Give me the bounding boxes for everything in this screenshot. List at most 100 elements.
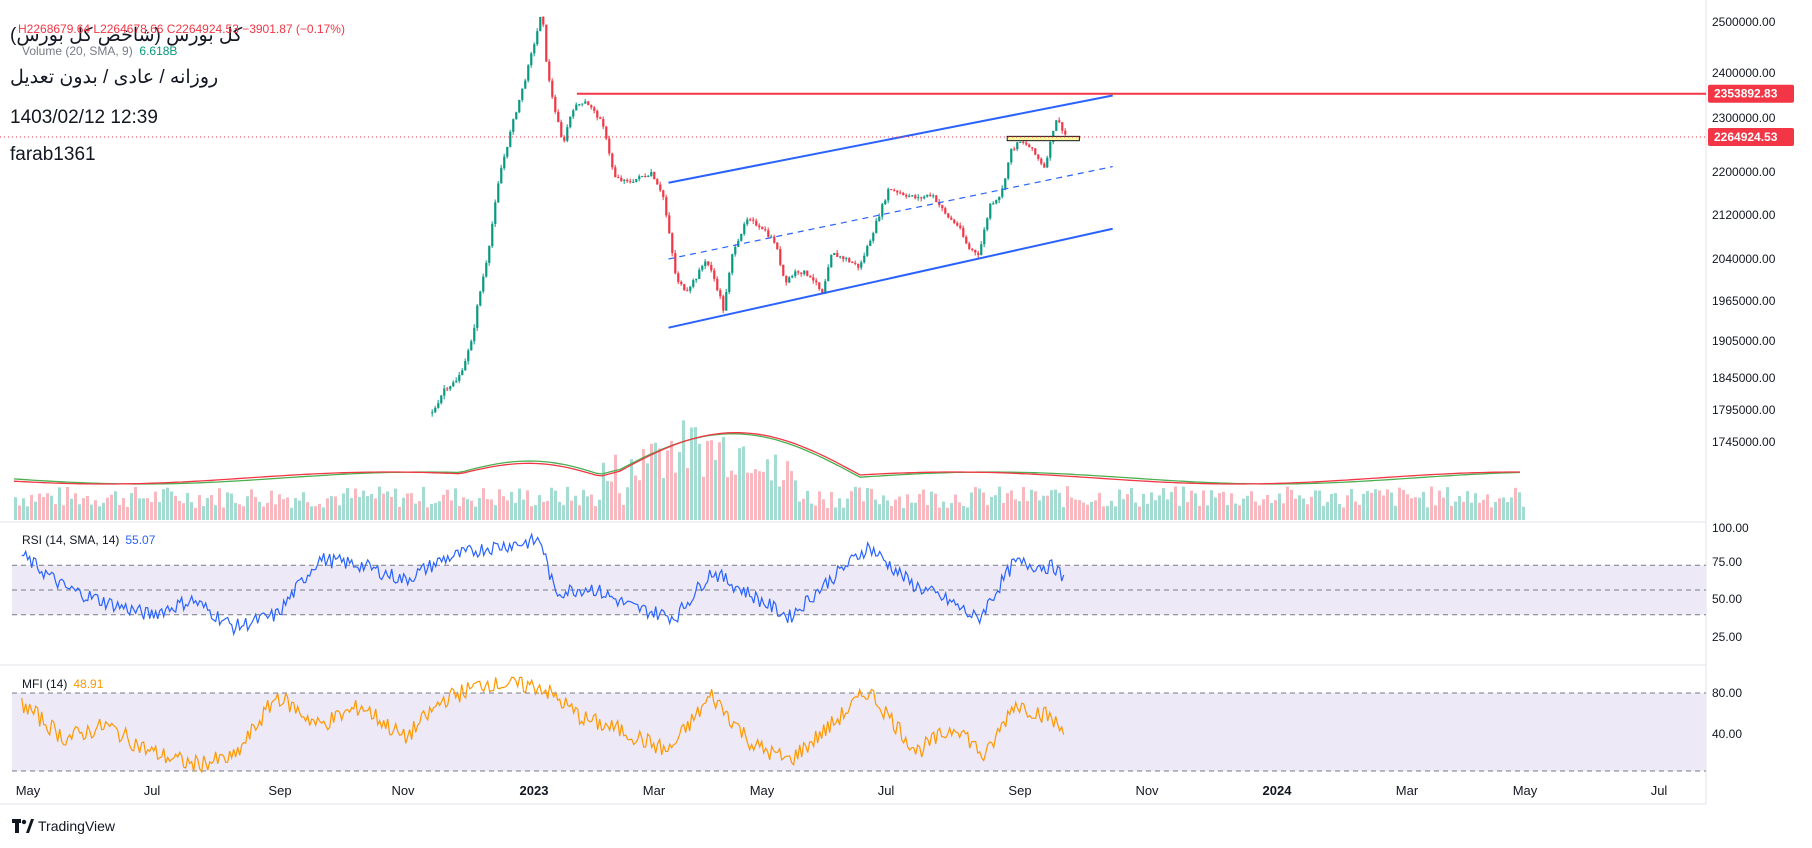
volume-bar	[26, 506, 29, 520]
candle-body	[731, 254, 734, 273]
volume-bar	[302, 492, 305, 520]
candle-body	[629, 181, 632, 183]
volume-bar	[478, 497, 481, 520]
volume-bar	[842, 507, 845, 520]
volume-bar	[838, 498, 841, 520]
volume-bar	[226, 492, 229, 520]
volume-bar	[650, 443, 653, 520]
volume-bar	[830, 492, 833, 520]
volume-bar	[94, 500, 97, 520]
candle-body	[644, 176, 647, 178]
volume-bar	[1226, 505, 1229, 520]
volume-bar	[1330, 493, 1333, 520]
candle-body	[614, 167, 617, 178]
volume-bar	[1242, 498, 1245, 520]
volume-bar	[1182, 486, 1185, 520]
volume-bar	[1334, 493, 1337, 520]
volume-bar	[1266, 494, 1269, 520]
price-tick-label: 2500000.00	[1712, 15, 1776, 29]
volume-bar	[598, 499, 601, 520]
volume-bar	[410, 493, 413, 520]
volume-bar	[582, 489, 585, 520]
volume-bar	[1162, 488, 1165, 520]
price-tick-label: 1845000.00	[1712, 371, 1776, 385]
volume-bar	[778, 486, 781, 520]
volume-bar	[826, 507, 829, 520]
candle-body	[872, 233, 875, 241]
rsi-legend: RSI (14, SMA, 14) 55.07	[22, 533, 155, 547]
candle-body	[692, 280, 695, 287]
volume-bar	[250, 489, 253, 520]
volume-bar	[30, 495, 33, 520]
candle-body	[695, 279, 698, 281]
volume-bar	[662, 477, 665, 520]
volume-bar	[518, 488, 521, 520]
candle-body	[509, 131, 512, 147]
volume-bar	[1102, 506, 1105, 520]
volume-bar	[1010, 490, 1013, 520]
candle-body	[1046, 157, 1049, 168]
candle-body	[1004, 178, 1007, 189]
candle-body	[785, 275, 788, 283]
volume-bar	[834, 507, 837, 520]
volume-bar	[1054, 489, 1057, 520]
volume-bar	[998, 486, 1001, 520]
volume-bar	[1142, 493, 1145, 520]
volume-bar	[274, 504, 277, 520]
volume-bar	[186, 492, 189, 520]
volume-bar	[1358, 504, 1361, 520]
volume-bar	[366, 496, 369, 520]
volume-bar	[1286, 486, 1289, 520]
volume-bar	[362, 490, 365, 520]
time-tick-label: Nov	[391, 783, 415, 798]
volume-bar	[978, 488, 981, 520]
candle-body	[449, 386, 452, 390]
volume-bar	[390, 496, 393, 520]
candle-body	[599, 117, 602, 120]
volume-bar	[1462, 501, 1465, 520]
volume-bar	[746, 472, 749, 520]
volume-bar	[178, 500, 181, 520]
volume-bar	[714, 460, 717, 520]
volume-bar	[870, 488, 873, 520]
candle-body	[797, 271, 800, 273]
volume-bar	[202, 506, 205, 520]
candle-body	[956, 223, 959, 226]
volume-bar	[1366, 491, 1369, 520]
volume-bar	[1522, 506, 1525, 520]
candle-body	[821, 289, 824, 294]
volume-bar	[742, 446, 745, 520]
volume-bar	[766, 459, 769, 520]
volume-bar	[606, 481, 609, 520]
volume-bar	[1118, 489, 1121, 520]
mfi-label: MFI (14)	[22, 677, 68, 691]
volume-bar	[1018, 501, 1021, 520]
candle-body	[881, 204, 884, 217]
volume-bar	[1078, 500, 1081, 520]
candle-body	[989, 203, 992, 219]
candle-body	[1007, 162, 1010, 179]
candle-body	[527, 65, 530, 81]
candle-body	[914, 195, 917, 199]
volume-bar	[162, 489, 165, 520]
volume-bar	[1270, 502, 1273, 520]
volume-bar	[818, 491, 821, 520]
volume-bar	[862, 501, 865, 520]
tradingview-logo[interactable]: TradingView	[12, 818, 115, 834]
price-tick-label: 2120000.00	[1712, 208, 1776, 222]
candle-body	[608, 138, 611, 154]
candle-body	[485, 262, 488, 277]
volume-bar	[214, 505, 217, 520]
volume-bar	[126, 506, 129, 520]
volume-bar	[158, 502, 161, 520]
volume-bar	[154, 491, 157, 520]
volume-bar	[1294, 498, 1297, 520]
volume-bar	[1318, 490, 1321, 520]
candle-body	[863, 255, 866, 263]
volume-bar	[814, 505, 817, 520]
volume-bar	[906, 494, 909, 520]
candle-body	[959, 225, 962, 228]
volume-bar	[710, 440, 713, 520]
volume-bar	[190, 502, 193, 520]
